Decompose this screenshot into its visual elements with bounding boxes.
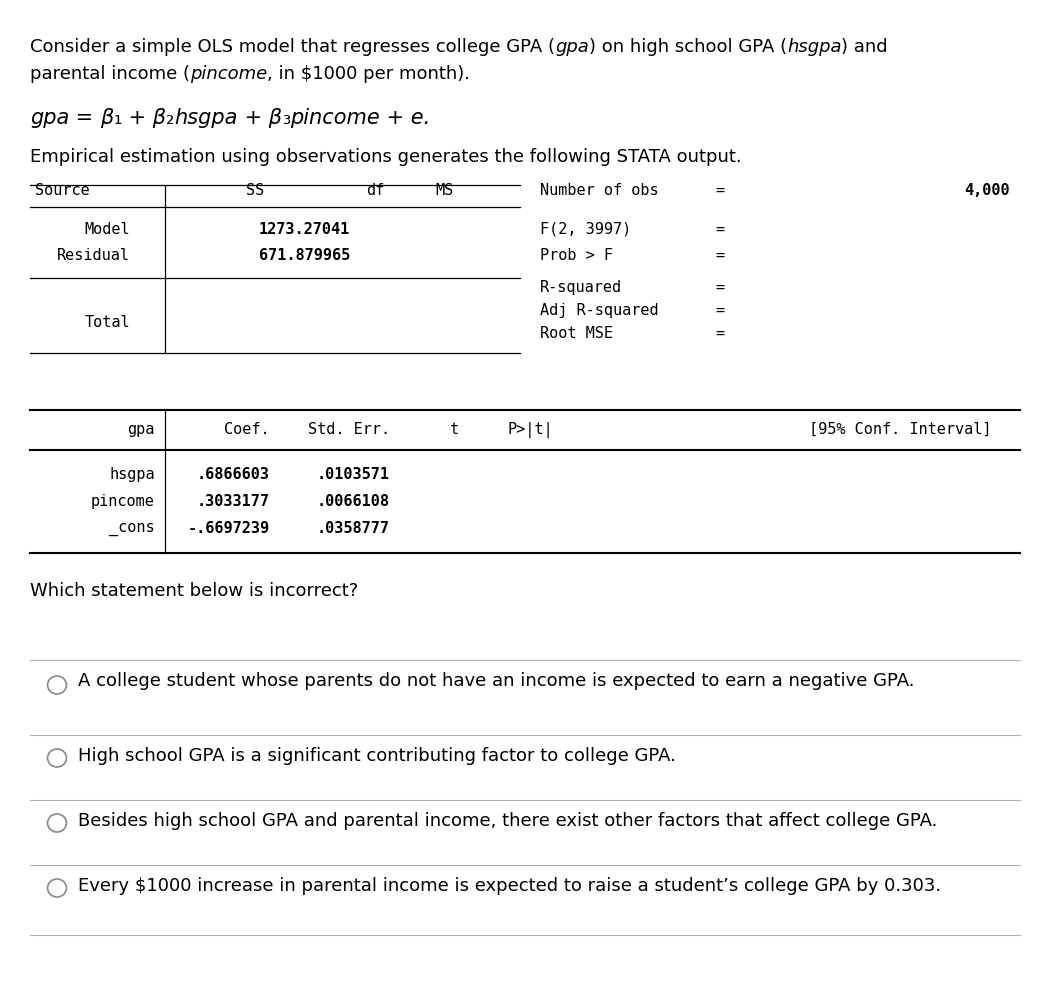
- Text: .0103571: .0103571: [317, 467, 390, 482]
- Text: pincome: pincome: [91, 494, 155, 509]
- Text: Total: Total: [84, 315, 130, 330]
- Text: hsgpa: hsgpa: [174, 108, 237, 128]
- Text: df: df: [365, 183, 384, 198]
- Text: β: β: [100, 108, 113, 128]
- Text: gpa: gpa: [128, 422, 155, 437]
- Text: [95% Conf. Interval]: [95% Conf. Interval]: [808, 422, 991, 437]
- Text: ) and: ) and: [841, 38, 888, 56]
- Text: t: t: [450, 422, 460, 437]
- Text: Model: Model: [84, 222, 130, 237]
- Text: hsgpa: hsgpa: [109, 467, 155, 482]
- Text: 4,000: 4,000: [964, 183, 1010, 198]
- Text: _cons: _cons: [109, 521, 155, 536]
- Text: Source: Source: [35, 183, 89, 198]
- Text: =: =: [715, 303, 724, 318]
- Text: Empirical estimation using observations generates the following STATA output.: Empirical estimation using observations …: [30, 148, 741, 166]
- Text: Adj R-squared: Adj R-squared: [540, 303, 658, 318]
- Text: ₂: ₂: [166, 108, 174, 128]
- Text: 1273.27041: 1273.27041: [258, 222, 350, 237]
- Text: gpa: gpa: [30, 108, 69, 128]
- Text: + e.: + e.: [380, 108, 430, 128]
- Text: Residual: Residual: [57, 248, 130, 263]
- Text: =: =: [69, 108, 100, 128]
- Text: Which statement below is incorrect?: Which statement below is incorrect?: [30, 582, 358, 600]
- Text: parental income (: parental income (: [30, 65, 190, 83]
- Text: Consider a simple OLS model that regresses college GPA (: Consider a simple OLS model that regress…: [30, 38, 555, 56]
- Text: MS: MS: [436, 183, 454, 198]
- Text: =: =: [715, 248, 724, 263]
- Text: .0066108: .0066108: [317, 494, 390, 509]
- Text: 671.879965: 671.879965: [258, 248, 350, 263]
- Text: Std. Err.: Std. Err.: [308, 422, 390, 437]
- Text: pincome: pincome: [290, 108, 380, 128]
- Text: High school GPA is a significant contributing factor to college GPA.: High school GPA is a significant contrib…: [78, 747, 676, 765]
- Text: .6866603: .6866603: [197, 467, 270, 482]
- Text: R-squared: R-squared: [540, 280, 622, 295]
- Text: , in $1000 per month).: , in $1000 per month).: [268, 65, 470, 83]
- Text: P>|t|: P>|t|: [507, 422, 552, 438]
- Text: F(2, 3997): F(2, 3997): [540, 222, 631, 237]
- Text: =: =: [715, 280, 724, 295]
- Text: Number of obs: Number of obs: [540, 183, 658, 198]
- Text: Besides high school GPA and parental income, there exist other factors that affe: Besides high school GPA and parental inc…: [78, 812, 938, 830]
- Text: =: =: [715, 326, 724, 341]
- Text: A college student whose parents do not have an income is expected to earn a nega: A college student whose parents do not h…: [78, 672, 915, 690]
- Text: Root MSE: Root MSE: [540, 326, 613, 341]
- Text: pincome: pincome: [190, 65, 268, 83]
- Text: -.6697239: -.6697239: [188, 521, 270, 536]
- Text: gpa: gpa: [555, 38, 589, 56]
- Text: SS: SS: [246, 183, 265, 198]
- Text: =: =: [715, 222, 724, 237]
- Text: ₁: ₁: [113, 108, 122, 128]
- Text: ₃: ₃: [281, 108, 290, 128]
- Text: + β: + β: [122, 108, 166, 128]
- Text: .3033177: .3033177: [197, 494, 270, 509]
- Text: hsgpa: hsgpa: [786, 38, 841, 56]
- Text: + β: + β: [237, 108, 281, 128]
- Text: ) on high school GPA (: ) on high school GPA (: [589, 38, 786, 56]
- Text: Coef.: Coef.: [225, 422, 270, 437]
- Text: Prob > F: Prob > F: [540, 248, 613, 263]
- Text: =: =: [715, 183, 724, 198]
- Text: Every $1000 increase in parental income is expected to raise a student’s college: Every $1000 increase in parental income …: [78, 877, 941, 895]
- Text: .0358777: .0358777: [317, 521, 390, 536]
